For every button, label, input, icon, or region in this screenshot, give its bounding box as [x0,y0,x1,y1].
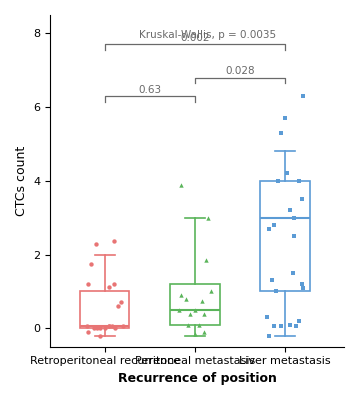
Point [185,322,191,328]
X-axis label: Recurrence of position: Recurrence of position [118,372,277,385]
Bar [80,292,130,328]
Point [120,323,126,330]
Point [273,288,279,295]
Point [293,323,299,330]
Point [111,237,117,244]
Point [192,307,198,313]
Point [84,323,89,330]
Point [283,115,288,122]
Point [178,181,184,188]
Point [292,214,297,221]
Text: 0.028: 0.028 [225,66,255,76]
Point [85,281,91,287]
Point [292,233,297,239]
Point [109,323,115,330]
Y-axis label: CTCs count: CTCs count [15,146,28,216]
Point [88,260,94,267]
Point [296,318,302,324]
Point [290,270,295,276]
Point [284,170,290,177]
Point [97,332,103,339]
Text: Kruskal-Wallis, p = 0.0035: Kruskal-Wallis, p = 0.0035 [139,30,276,40]
Bar [260,181,310,292]
Text: 0.002: 0.002 [180,33,210,43]
Point [97,325,103,332]
Point [208,288,214,295]
Point [113,325,118,332]
Point [278,130,284,136]
Point [91,325,97,332]
Point [201,329,207,335]
Point [106,284,112,290]
Point [266,226,272,232]
Point [206,214,211,221]
Point [118,299,124,306]
Point [176,307,182,313]
Point [106,323,112,330]
Point [266,332,272,339]
Point [278,323,284,330]
Point [94,325,100,332]
Point [203,257,209,263]
Point [264,314,270,320]
Point [197,322,202,328]
Point [178,292,184,298]
Point [115,303,121,309]
Point [106,323,112,330]
Point [299,281,304,287]
Point [300,93,306,99]
Point [102,325,107,332]
Point [192,331,198,337]
Text: 0.63: 0.63 [138,85,161,95]
Point [287,207,293,214]
Point [275,178,281,184]
Point [271,222,277,228]
Point [199,298,205,304]
Point [85,329,91,335]
Point [187,310,193,317]
Point [271,323,277,330]
Point [287,322,293,328]
Point [300,284,306,291]
Point [299,196,304,202]
Point [269,277,275,284]
Point [93,240,98,247]
Point [111,281,117,287]
Point [296,178,302,184]
Point [201,310,207,317]
Point [183,296,189,302]
Bar [170,284,220,325]
